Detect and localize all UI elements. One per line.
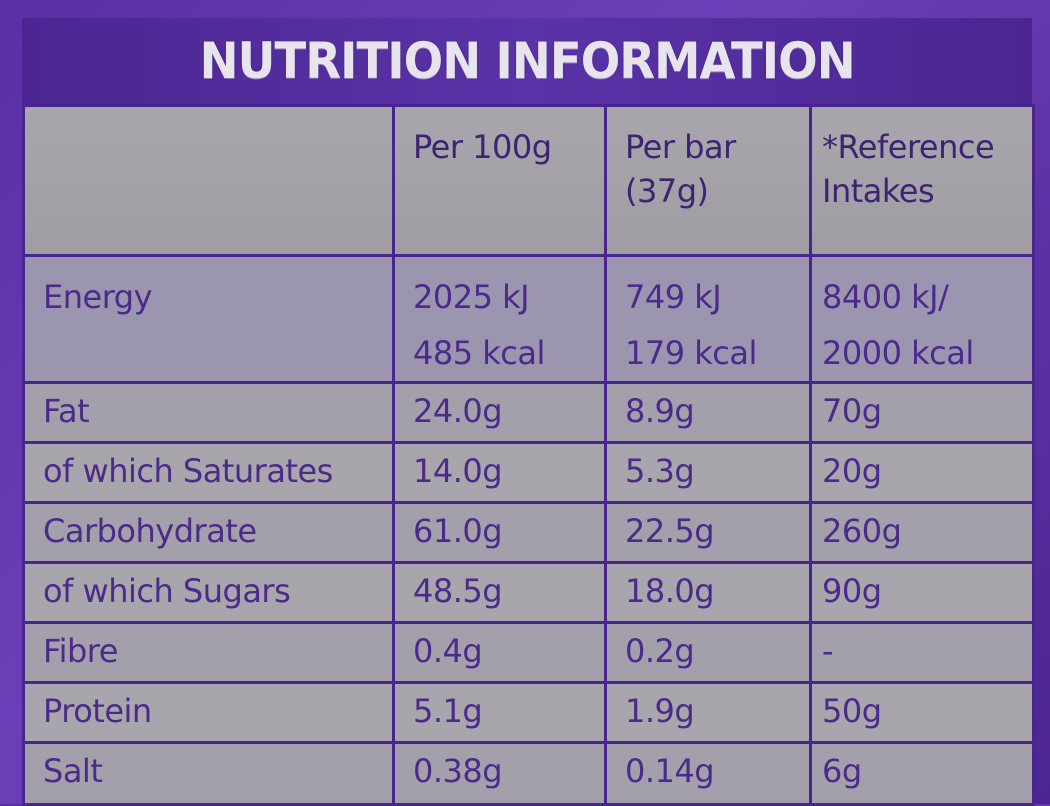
table-row-fibre: Fibre 0.4g 0.2g - [22, 621, 1035, 684]
row-per-100g: 14.0g [392, 441, 607, 504]
row-reference: 70g [809, 381, 1035, 444]
row-per-bar: 5.3g [604, 441, 812, 504]
table-row-protein: Protein 5.1g 1.9g 50g [22, 681, 1035, 744]
title-bar: NUTRITION INFORMATION [22, 18, 1032, 104]
energy-per-bar-kcal: 179 kcal [625, 334, 757, 372]
energy-reference: 8400 kJ/ 2000 kcal [809, 254, 1035, 384]
header-empty-cell [22, 104, 395, 257]
energy-per-100g-kj: 2025 kJ [413, 278, 530, 316]
header-reference-line1: *Reference [822, 128, 995, 166]
row-per-bar: 8.9g [604, 381, 812, 444]
row-per-100g: 5.1g [392, 681, 607, 744]
row-per-bar: 0.2g [604, 621, 812, 684]
row-per-100g: 61.0g [392, 501, 607, 564]
row-label: Carbohydrate [22, 501, 395, 564]
header-reference-line2: Intakes [822, 172, 935, 210]
table-row-saturates: of which Saturates 14.0g 5.3g 20g [22, 441, 1035, 504]
energy-per-bar: 749 kJ 179 kcal [604, 254, 812, 384]
energy-reference-kj: 8400 kJ/ [822, 278, 949, 316]
energy-per-100g-kcal: 485 kcal [413, 334, 545, 372]
energy-per-100g: 2025 kJ 485 kcal [392, 254, 607, 384]
header-per-bar: Per bar (37g) [604, 104, 812, 257]
row-label: Fat [22, 381, 395, 444]
energy-per-bar-kj: 749 kJ [625, 278, 722, 316]
header-per-bar-line1: Per bar [625, 128, 736, 166]
table-row-fat: Fat 24.0g 8.9g 70g [22, 381, 1035, 444]
row-label: Salt [22, 741, 395, 806]
row-label: Fibre [22, 621, 395, 684]
header-reference: *Reference Intakes [809, 104, 1035, 257]
row-reference: 260g [809, 501, 1035, 564]
row-per-100g: 48.5g [392, 561, 607, 624]
row-label: Protein [22, 681, 395, 744]
energy-label: Energy [22, 254, 395, 384]
row-reference: 6g [809, 741, 1035, 806]
row-per-100g: 0.4g [392, 621, 607, 684]
header-per-100g-label: Per 100g [413, 128, 552, 166]
row-reference: - [809, 621, 1035, 684]
row-per-bar: 0.14g [604, 741, 812, 806]
row-label: of which Saturates [22, 441, 395, 504]
row-label: of which Sugars [22, 561, 395, 624]
row-reference: 90g [809, 561, 1035, 624]
row-per-100g: 0.38g [392, 741, 607, 806]
row-per-bar: 18.0g [604, 561, 812, 624]
header-row: Per 100g Per bar (37g) *Reference Intake… [22, 104, 1035, 257]
table-row-carbohydrate: Carbohydrate 61.0g 22.5g 260g [22, 501, 1035, 564]
table-row-energy: Energy 2025 kJ 485 kcal 749 kJ 179 kcal … [22, 254, 1035, 384]
row-per-100g: 24.0g [392, 381, 607, 444]
table-row-salt: Salt 0.38g 0.14g 6g [22, 741, 1035, 806]
energy-label-text: Energy [43, 278, 153, 316]
row-reference: 20g [809, 441, 1035, 504]
table-row-sugars: of which Sugars 48.5g 18.0g 90g [22, 561, 1035, 624]
row-per-bar: 1.9g [604, 681, 812, 744]
row-reference: 50g [809, 681, 1035, 744]
nutrition-panel: NUTRITION INFORMATION Per 100g Per bar (… [22, 18, 1035, 806]
header-per-100g: Per 100g [392, 104, 607, 257]
row-per-bar: 22.5g [604, 501, 812, 564]
nutrition-table: Per 100g Per bar (37g) *Reference Intake… [22, 104, 1035, 806]
header-per-bar-line2: (37g) [625, 172, 709, 210]
energy-reference-kcal: 2000 kcal [822, 334, 974, 372]
page-title: NUTRITION INFORMATION [199, 32, 855, 90]
